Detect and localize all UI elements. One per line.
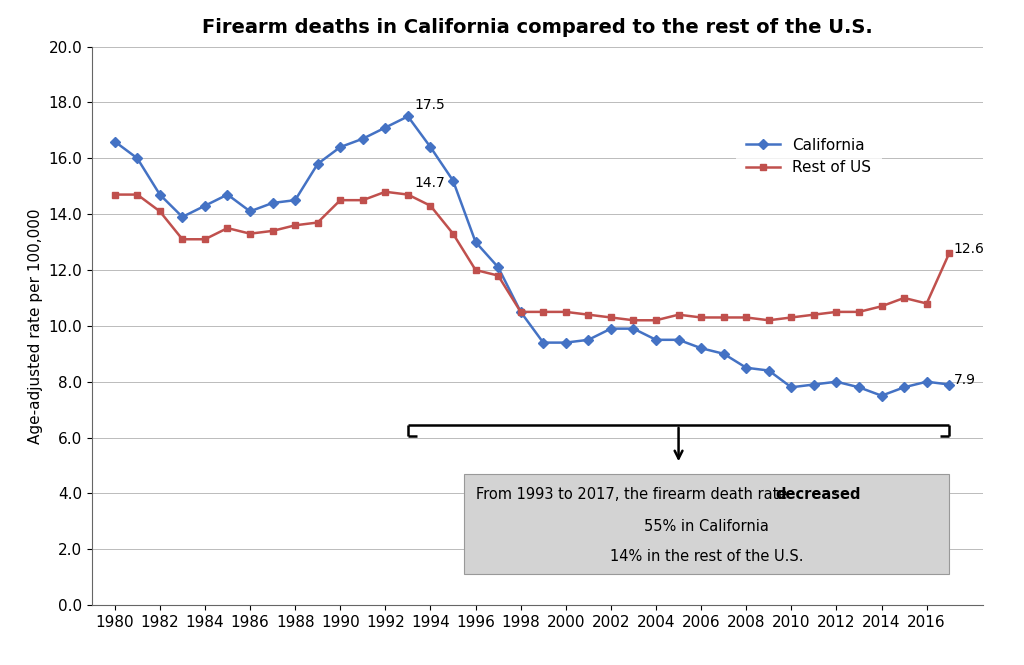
California (244, 207, 256, 215)
California (628, 325, 640, 332)
Rest of US (830, 308, 843, 316)
Rest of US (538, 308, 550, 316)
California (808, 380, 820, 388)
Rest of US (560, 308, 572, 316)
California (853, 383, 865, 391)
Rest of US (469, 266, 481, 274)
Rest of US (311, 219, 324, 227)
Rest of US (718, 313, 730, 321)
California (605, 325, 617, 332)
Rest of US (898, 294, 910, 302)
California (695, 344, 708, 352)
California (379, 124, 391, 132)
Rest of US (876, 303, 888, 311)
California (492, 263, 504, 271)
California (830, 378, 843, 386)
California (943, 380, 955, 388)
Text: 55% in California: 55% in California (644, 519, 769, 535)
Rest of US (695, 313, 708, 321)
Text: 7.9: 7.9 (953, 373, 976, 387)
California (176, 213, 188, 221)
Rest of US (628, 317, 640, 325)
California (673, 336, 685, 344)
Rest of US (356, 196, 369, 204)
Rest of US (401, 191, 414, 199)
Rest of US (154, 207, 166, 215)
California (311, 160, 324, 168)
California (109, 138, 121, 146)
Text: 17.5: 17.5 (415, 98, 445, 112)
Rest of US (605, 313, 617, 321)
Text: decreased: decreased (775, 487, 861, 502)
Text: :: : (831, 487, 837, 502)
California (763, 366, 775, 374)
Text: From 1993 to 2017, the firearm death rate: From 1993 to 2017, the firearm death rat… (475, 487, 792, 502)
California (876, 392, 888, 400)
Rest of US (808, 311, 820, 319)
California (514, 308, 526, 316)
California (131, 154, 143, 162)
California (334, 143, 346, 151)
FancyBboxPatch shape (464, 474, 949, 575)
Rest of US (131, 191, 143, 199)
Line: California: California (112, 113, 952, 399)
California (221, 191, 233, 199)
Rest of US (650, 317, 663, 325)
Rest of US (446, 229, 459, 237)
Rest of US (763, 317, 775, 325)
California (266, 199, 279, 207)
Rest of US (673, 311, 685, 319)
Rest of US (199, 235, 211, 243)
Rest of US (379, 188, 391, 196)
California (718, 350, 730, 358)
California (785, 383, 798, 391)
California (469, 238, 481, 246)
Text: 14.7: 14.7 (415, 176, 445, 190)
Rest of US (492, 271, 504, 279)
Text: 14% in the rest of the U.S.: 14% in the rest of the U.S. (610, 549, 804, 564)
Rest of US (785, 313, 798, 321)
Rest of US (176, 235, 188, 243)
Rest of US (334, 196, 346, 204)
Legend: California, Rest of US: California, Rest of US (735, 127, 882, 186)
Rest of US (583, 311, 595, 319)
Line: Rest of US: Rest of US (112, 188, 952, 324)
Rest of US (221, 224, 233, 232)
California (154, 191, 166, 199)
California (446, 177, 459, 185)
Rest of US (109, 191, 121, 199)
California (650, 336, 663, 344)
California (356, 135, 369, 143)
Y-axis label: Age-adjusted rate per 100,000: Age-adjusted rate per 100,000 (28, 208, 43, 444)
Rest of US (514, 308, 526, 316)
Title: Firearm deaths in California compared to the rest of the U.S.: Firearm deaths in California compared to… (202, 18, 873, 37)
Rest of US (244, 229, 256, 237)
California (401, 112, 414, 120)
Rest of US (266, 227, 279, 235)
California (921, 378, 933, 386)
California (560, 338, 572, 346)
Text: 12.6: 12.6 (953, 242, 985, 256)
California (740, 364, 753, 372)
Rest of US (740, 313, 753, 321)
California (538, 338, 550, 346)
Rest of US (853, 308, 865, 316)
California (424, 143, 436, 151)
Rest of US (921, 299, 933, 307)
California (199, 201, 211, 209)
California (583, 336, 595, 344)
California (289, 196, 301, 204)
Rest of US (289, 221, 301, 229)
Rest of US (943, 249, 955, 257)
Rest of US (424, 201, 436, 209)
California (898, 383, 910, 391)
